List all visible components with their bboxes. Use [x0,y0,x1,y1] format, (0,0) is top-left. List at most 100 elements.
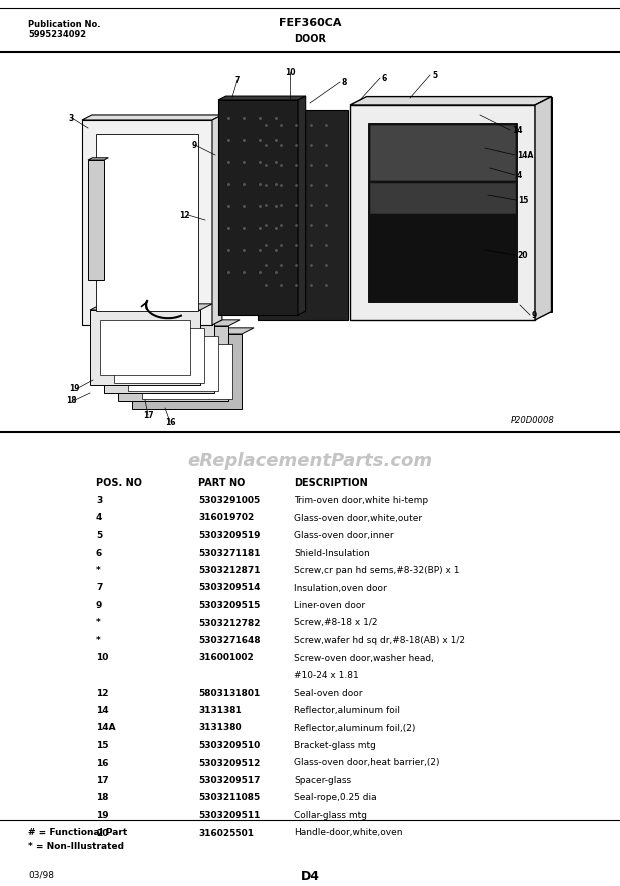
Polygon shape [368,123,517,302]
Polygon shape [96,134,198,311]
Text: 5: 5 [96,531,102,540]
Text: Screw,cr pan hd sems,#8-32(BP) x 1: Screw,cr pan hd sems,#8-32(BP) x 1 [294,566,459,575]
Text: DOOR: DOOR [294,34,326,44]
Polygon shape [218,100,298,315]
Text: 4: 4 [517,170,522,180]
Text: 6: 6 [96,548,102,557]
Polygon shape [218,96,306,100]
Polygon shape [104,318,214,393]
Text: 5303209515: 5303209515 [198,601,260,610]
Text: 316001002: 316001002 [198,654,254,663]
Text: 316019702: 316019702 [198,514,254,523]
Polygon shape [82,120,212,325]
Text: 14A: 14A [96,724,115,733]
Text: 17: 17 [143,410,153,419]
Text: *: * [96,636,100,645]
Polygon shape [82,115,222,120]
Text: 7: 7 [96,584,102,593]
Polygon shape [350,105,535,320]
Text: Glass-oven door,inner: Glass-oven door,inner [294,531,394,540]
Text: Glass-oven door,heat barrier,(2): Glass-oven door,heat barrier,(2) [294,758,440,767]
Polygon shape [132,334,242,409]
Text: Seal-oven door: Seal-oven door [294,688,363,697]
Text: 3: 3 [69,113,74,122]
Text: 5303211085: 5303211085 [198,794,260,803]
Polygon shape [88,158,108,160]
Text: P20D0008: P20D0008 [512,416,555,425]
Text: Screw-oven door,washer head,: Screw-oven door,washer head, [294,654,434,663]
Text: 9: 9 [96,601,102,610]
Text: 18: 18 [96,794,108,803]
Text: #10-24 x 1.81: #10-24 x 1.81 [294,671,359,680]
Text: 03/98: 03/98 [28,870,54,879]
Text: 15: 15 [96,741,108,750]
Text: 5303209517: 5303209517 [198,776,260,785]
Text: 19: 19 [69,384,80,392]
Polygon shape [370,183,515,213]
Text: Bracket-glass mtg: Bracket-glass mtg [294,741,376,750]
Text: 20: 20 [517,251,528,260]
Text: Liner-oven door: Liner-oven door [294,601,365,610]
Text: D4: D4 [301,870,319,883]
Text: 17: 17 [96,776,108,785]
Polygon shape [370,125,515,180]
Text: 3131380: 3131380 [198,724,242,733]
Text: Reflector,aluminum foil: Reflector,aluminum foil [294,706,400,715]
Text: 12: 12 [96,688,108,697]
Text: 14: 14 [512,126,523,135]
Polygon shape [535,97,552,320]
Text: 16: 16 [165,417,175,426]
Text: 8: 8 [342,77,347,87]
Text: 5: 5 [432,71,437,80]
Text: 5303209512: 5303209512 [198,758,260,767]
Text: FEF360CA: FEF360CA [279,18,341,28]
Text: 5303212871: 5303212871 [198,566,260,575]
Polygon shape [88,160,104,280]
Polygon shape [114,328,204,383]
Text: 5303209514: 5303209514 [198,584,260,593]
Text: Screw,#8-18 x 1/2: Screw,#8-18 x 1/2 [294,618,378,627]
Text: Handle-door,white,oven: Handle-door,white,oven [294,828,402,837]
Text: 5303209519: 5303209519 [198,531,260,540]
Polygon shape [90,304,212,310]
Text: 5303271181: 5303271181 [198,548,260,557]
Text: 5303212782: 5303212782 [198,618,260,627]
Polygon shape [298,96,306,315]
Polygon shape [212,115,222,325]
Text: Shield-Insulation: Shield-Insulation [294,548,370,557]
Text: 18: 18 [66,395,77,405]
Text: *: * [96,618,100,627]
Text: 14: 14 [96,706,108,715]
Text: Glass-oven door,white,outer: Glass-oven door,white,outer [294,514,422,523]
Text: 14A: 14A [517,151,533,159]
Text: 20: 20 [96,828,108,837]
Polygon shape [142,344,232,399]
Polygon shape [350,97,552,105]
Text: eReplacementParts.com: eReplacementParts.com [187,452,433,470]
Text: Insulation,oven door: Insulation,oven door [294,584,387,593]
Text: Seal-rope,0.25 dia: Seal-rope,0.25 dia [294,794,376,803]
Text: 5303209511: 5303209511 [198,811,260,820]
Text: 4: 4 [96,514,102,523]
Polygon shape [128,336,218,391]
Text: 9: 9 [192,141,197,150]
Text: 5995234092: 5995234092 [28,30,86,39]
Text: DESCRIPTION: DESCRIPTION [294,478,368,488]
Text: 16: 16 [96,758,108,767]
Text: POS. NO: POS. NO [96,478,142,488]
Polygon shape [118,320,240,326]
Text: 3: 3 [96,496,102,505]
Text: * = Non-Illustrated: * = Non-Illustrated [28,842,124,851]
Text: *: * [96,566,100,575]
Polygon shape [104,312,226,318]
Text: 9: 9 [532,310,538,320]
Polygon shape [366,97,552,312]
Polygon shape [118,326,228,401]
Text: 19: 19 [96,811,108,820]
Text: 10: 10 [96,654,108,663]
Text: Trim-oven door,white hi-temp: Trim-oven door,white hi-temp [294,496,428,505]
Polygon shape [90,310,200,385]
Text: 316025501: 316025501 [198,828,254,837]
Text: PART NO: PART NO [198,478,246,488]
Text: 5803131801: 5803131801 [198,688,260,697]
